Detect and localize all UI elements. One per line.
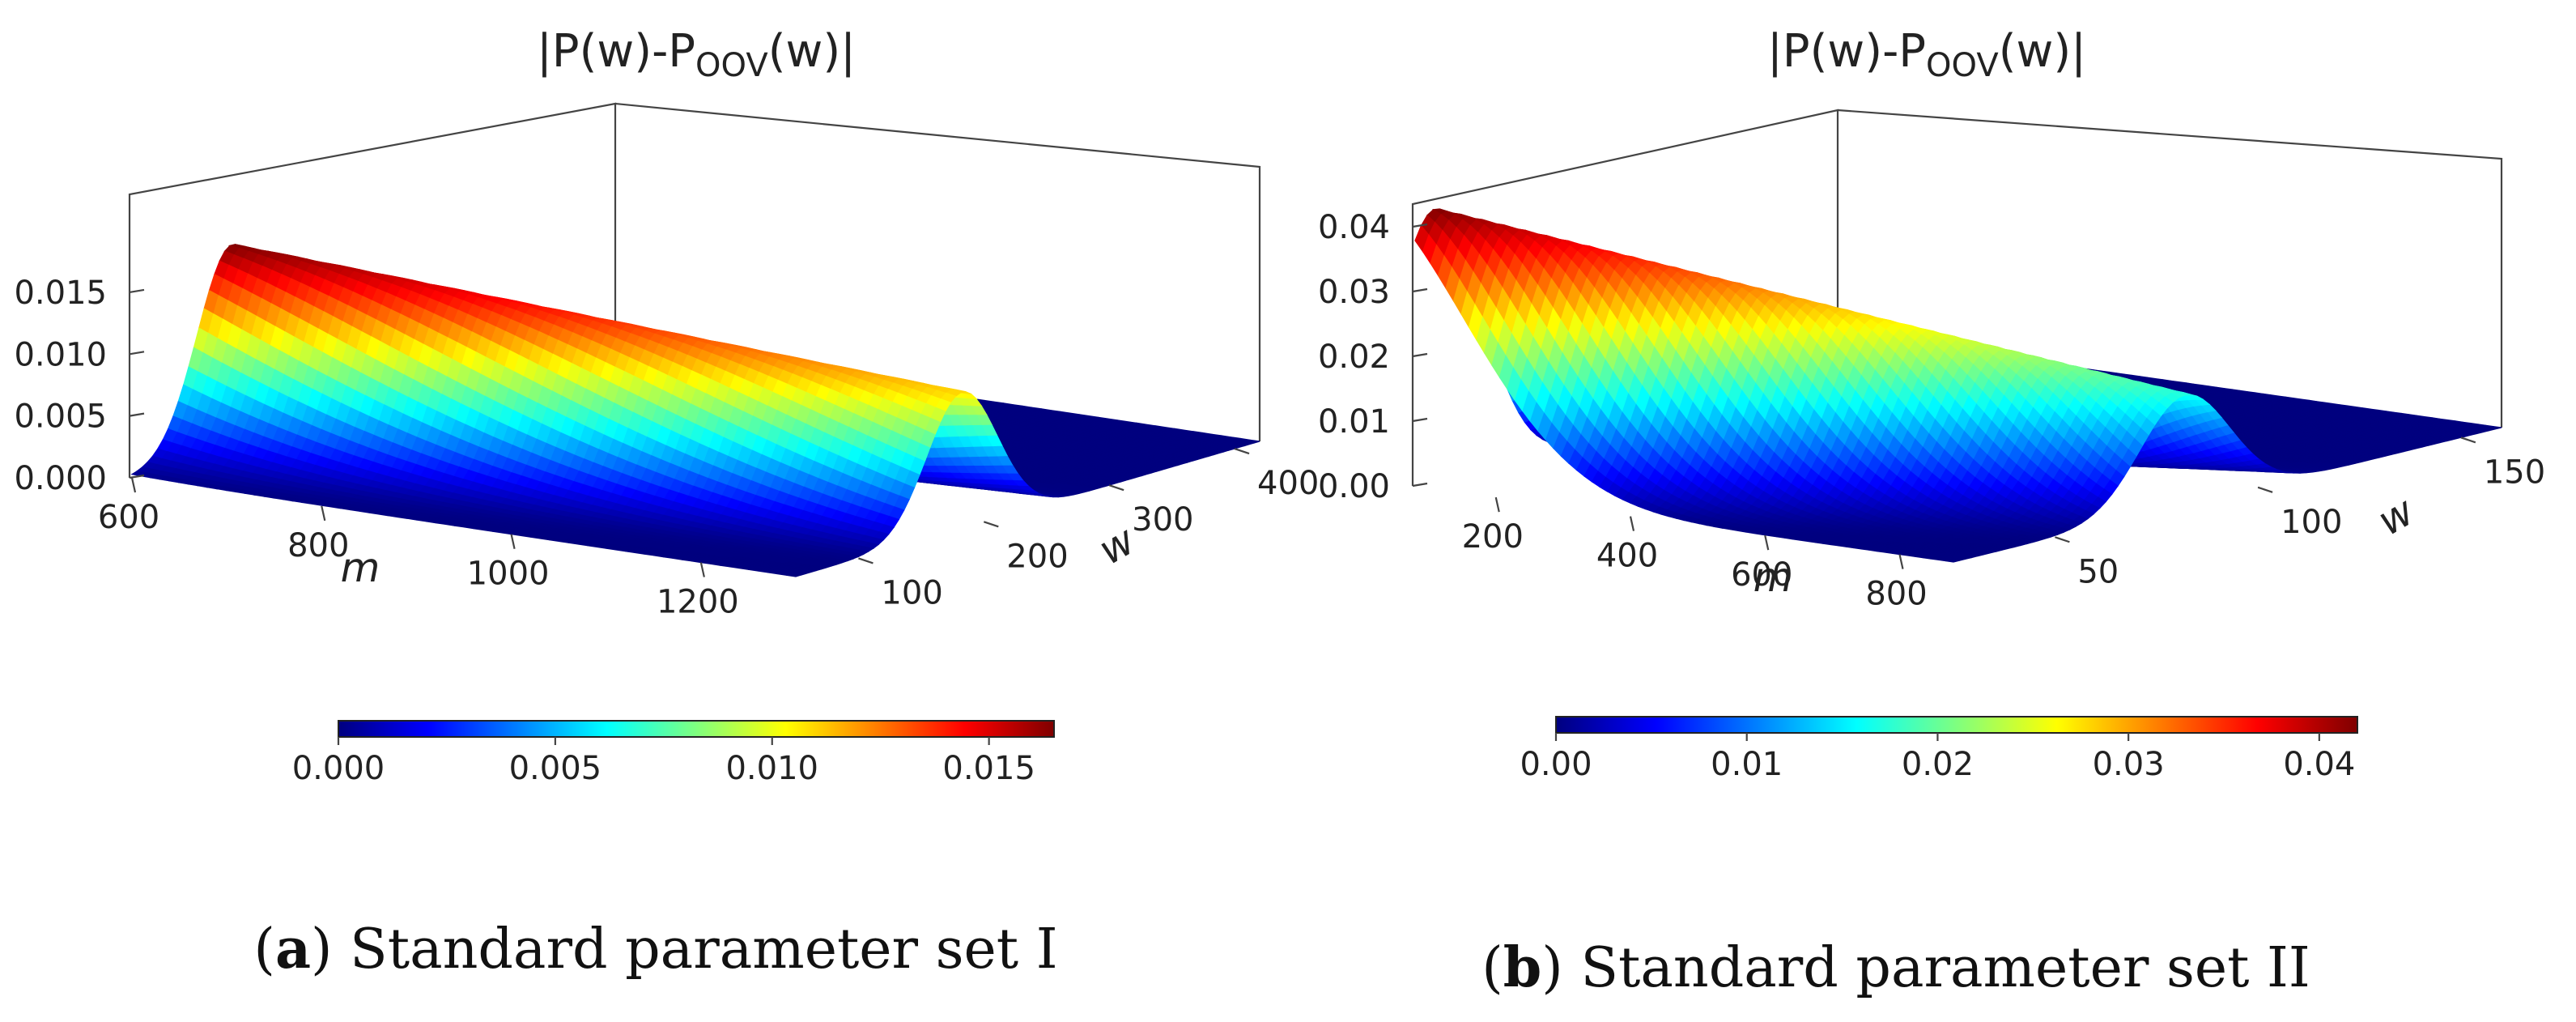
box-frame-a	[128, 102, 1261, 478]
surface-a	[130, 244, 1260, 577]
title-a: |P(w)-POOV(w)|	[537, 25, 856, 84]
